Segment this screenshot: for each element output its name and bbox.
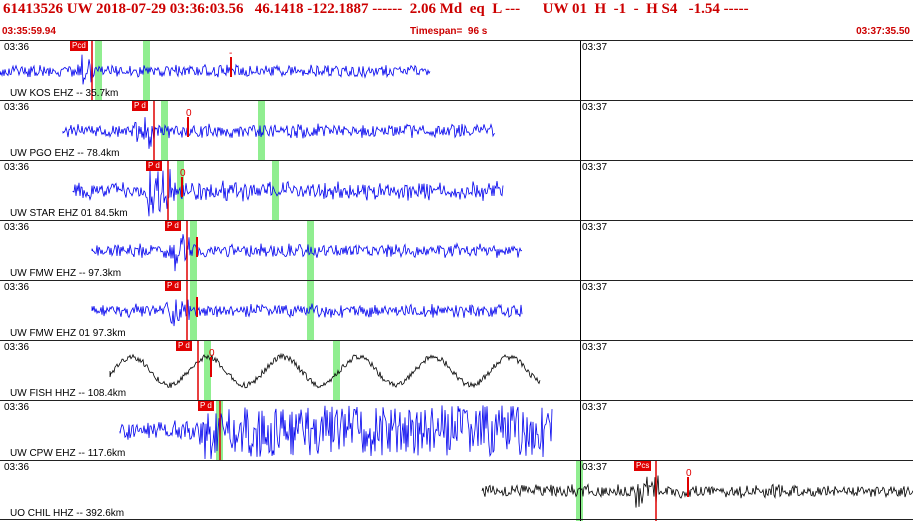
time-tick-label: 03:37 [582, 222, 608, 233]
time-tick-label: 03:36 [4, 162, 30, 173]
waveform-panel[interactable]: 03:36 03:37 UW FMW EHZ 01 97.3km P d [0, 280, 913, 341]
seismogram-trace [62, 101, 496, 161]
s-pick-marker[interactable]: - [229, 48, 233, 59]
channel-label: UW PGO EHZ -- 78.4km [10, 148, 120, 159]
analysis-window [258, 101, 265, 161]
waveform-panel[interactable]: 03:36 03:37 UW STAR EHZ 01 84.5km P d 0 [0, 160, 913, 221]
time-tick-label: 03:37 [582, 282, 608, 293]
time-tick-label: 03:36 [4, 102, 30, 113]
waveform-path [72, 169, 504, 217]
s-pick-marker[interactable]: 0 [686, 468, 692, 479]
seismogram-trace [72, 161, 504, 221]
channel-label: UW KOS EHZ -- 35.7km [10, 88, 119, 99]
channel-label: UO CHIL HHZ -- 392.6km [10, 508, 125, 519]
waveform-panel[interactable]: 03:36 03:37 UW CPW EHZ -- 117.6km P d [0, 400, 913, 461]
minute-tick [580, 101, 581, 161]
timespan-label: Timespan= 96 s [410, 26, 488, 37]
time-tick-label: 03:37 [582, 42, 608, 53]
phase-pick-flag[interactable]: P d [165, 221, 181, 231]
analysis-window [204, 341, 211, 401]
analysis-window [95, 41, 102, 101]
analysis-window [190, 221, 197, 281]
waveform-path [91, 234, 523, 272]
phase-pick-flag[interactable]: P d [146, 161, 162, 171]
minute-tick [580, 221, 581, 281]
seismogram-trace [119, 401, 553, 461]
phase-pick-flag[interactable]: P d [132, 101, 148, 111]
time-tick-label: 03:36 [4, 42, 30, 53]
waveform-panel[interactable]: 03:36 03:37 UW KOS EHZ -- 35.7km Pcd - [0, 40, 913, 101]
seismogram-trace [91, 221, 523, 281]
channel-label: UW FMW EHZ 01 97.3km [10, 328, 126, 339]
seismogram-trace [481, 461, 913, 521]
minute-tick [580, 161, 581, 221]
seismogram-trace [109, 341, 541, 401]
start-time: 03:35:59.94 [2, 26, 56, 37]
analysis-window [143, 41, 150, 101]
event-summary: 61413526 UW 2018-07-29 03:36:03.56 46.14… [3, 1, 749, 17]
analysis-window [333, 341, 340, 401]
s-pick-marker[interactable]: 0 [180, 168, 186, 179]
time-tick-label: 03:36 [4, 402, 30, 413]
analysis-window [576, 461, 583, 521]
minute-tick [580, 401, 581, 461]
waveform-path [109, 352, 541, 389]
channel-label: UW STAR EHZ 01 84.5km [10, 208, 128, 219]
waveform-panel[interactable]: 03:36 03:37 UW FISH HHZ -- 108.4km P d 0 [0, 340, 913, 401]
minute-tick [580, 281, 581, 341]
event-header: 61413526 UW 2018-07-29 03:36:03.56 46.14… [0, 0, 913, 26]
analysis-window [190, 281, 197, 341]
seismogram-trace [91, 281, 523, 341]
s-pick-marker[interactable]: 0 [209, 348, 215, 359]
waveform-path [119, 405, 553, 460]
channel-label: UW FISH HHZ -- 108.4km [10, 388, 127, 399]
phase-pick-flag[interactable]: P d [198, 401, 214, 411]
time-tick-label: 03:37 [582, 342, 608, 353]
phase-pick-flag[interactable]: P d [176, 341, 192, 351]
channel-label: UW CPW EHZ -- 117.6km [10, 448, 126, 459]
time-tick-label: 03:37 [582, 162, 608, 173]
waveform-path [481, 475, 913, 508]
waveform-path [0, 54, 431, 85]
time-tick-label: 03:36 [4, 342, 30, 353]
waveform-path [91, 299, 523, 327]
waveform-panel[interactable]: 03:36 03:37 UW PGO EHZ -- 78.4km P d 0 [0, 100, 913, 161]
channel-label: UW FMW EHZ -- 97.3km [10, 268, 122, 279]
analysis-window [272, 161, 279, 221]
minute-tick [580, 461, 581, 521]
minute-tick [580, 41, 581, 101]
time-tick-label: 03:36 [4, 462, 30, 473]
time-tick-label: 03:36 [4, 282, 30, 293]
phase-pick-flag[interactable]: Pcs [634, 461, 652, 471]
s-pick-marker[interactable]: 0 [186, 108, 192, 119]
waveform-path [62, 117, 496, 149]
analysis-window [307, 281, 314, 341]
seismogram-trace [0, 41, 431, 101]
time-tick-label: 03:37 [582, 402, 608, 413]
end-time: 03:37:35.50 [856, 26, 910, 37]
time-tick-label: 03:36 [4, 222, 30, 233]
phase-pick-flag[interactable]: Pcd [70, 41, 88, 51]
time-tick-label: 03:37 [582, 462, 608, 473]
waveform-panel[interactable]: 03:36 03:37 UO CHIL HHZ -- 392.6km Pcs 0 [0, 460, 913, 521]
waveform-panel[interactable]: 03:36 03:37 UW FMW EHZ -- 97.3km P d [0, 220, 913, 281]
time-tick-label: 03:37 [582, 102, 608, 113]
minute-tick [580, 341, 581, 401]
phase-pick-flag[interactable]: P d [165, 281, 181, 291]
